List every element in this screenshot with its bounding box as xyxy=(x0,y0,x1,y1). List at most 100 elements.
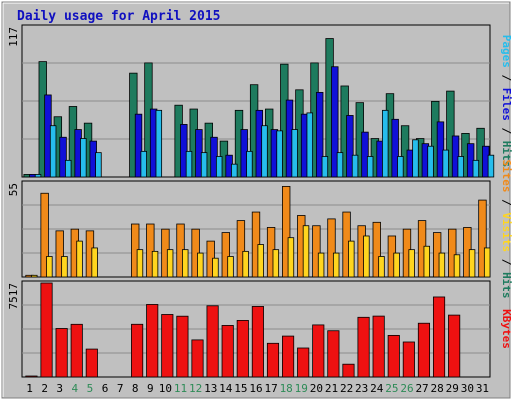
hits-bar-pages xyxy=(336,152,344,178)
hits-bar-pages xyxy=(80,138,87,178)
kbytes-bar-kbytes xyxy=(85,348,98,378)
kbytes-bar-kbytes xyxy=(282,335,295,378)
kbytes-bar-kbytes xyxy=(191,339,204,378)
kbytes-bar-kbytes xyxy=(297,347,310,378)
visits-bar-sites xyxy=(287,237,295,278)
hits-bar-pages xyxy=(246,150,253,178)
kbytes-bar-kbytes xyxy=(161,314,174,378)
kbytes-bar-kbytes xyxy=(40,282,53,378)
day-label: 29 xyxy=(446,382,459,395)
day-label: 13 xyxy=(204,382,217,395)
visits-bar-sites xyxy=(197,252,204,278)
visits-bar-sites xyxy=(363,235,370,278)
visits-bar-visits xyxy=(327,218,336,278)
hits-series-pages xyxy=(34,109,495,178)
hits-bar-pages xyxy=(155,109,163,178)
hits-bar-files xyxy=(346,115,354,178)
kbytes-bar-kbytes xyxy=(327,330,340,378)
hits-bar-pages xyxy=(276,130,283,178)
hits-bar-pages xyxy=(397,156,404,178)
panel-visits: 55 Sites / Visits / Hits xyxy=(7,159,512,298)
hits-bar-pages xyxy=(472,159,480,178)
kbytes-bar-kbytes xyxy=(357,316,370,378)
x-axis-day-labels: 1 2 3 4 5 6 7 8 9 10 11 12 13 14 15 16 17 18 19 20 21 22 23 24 2… xyxy=(26,382,489,395)
visits-bar-sites xyxy=(136,249,144,278)
visits-bar-visits xyxy=(55,230,64,278)
visits-bar-sites xyxy=(166,249,174,278)
day-label: 14 xyxy=(219,382,233,395)
day-label: 16 xyxy=(249,382,262,395)
day-label: 4 xyxy=(72,382,79,395)
axis-label-part: Hits xyxy=(500,141,512,168)
day-label: 17 xyxy=(264,382,277,395)
hits-axis-label: Pages / Files / Hits xyxy=(500,35,512,168)
day-label: 15 xyxy=(234,382,247,395)
chart-panels: 117 Pages / Files / Hits 55 Sites / Visits … xyxy=(7,24,512,378)
axis-label-part: Files xyxy=(500,88,512,121)
visits-bar-sites xyxy=(257,244,264,278)
day-label: 25 xyxy=(385,382,398,395)
visits-bar-visits xyxy=(448,228,457,278)
hits-bar-pages xyxy=(366,156,374,178)
visits-series-sites xyxy=(31,225,491,278)
axis-label-separator: / xyxy=(500,121,512,141)
chart-title: Daily usage for April 2015 xyxy=(17,9,221,24)
visits-bar-visits xyxy=(282,186,291,278)
visits-bar-visits xyxy=(146,223,155,278)
day-label: 7 xyxy=(117,382,124,395)
kbytes-bar-kbytes xyxy=(312,324,325,378)
kbytes-axis-label: KBytes xyxy=(500,309,512,349)
visits-bar-sites xyxy=(408,249,415,278)
panel-hits: 117 Pages / Files / Hits xyxy=(7,24,512,178)
visits-bar-sites xyxy=(468,249,476,278)
kbytes-max-label: 7517 xyxy=(7,283,20,310)
hits-bar-pages xyxy=(65,159,72,178)
hits-bar-pages xyxy=(321,156,329,178)
day-label: 3 xyxy=(56,382,63,395)
hits-bar-pages xyxy=(306,112,314,178)
kbytes-bar-kbytes xyxy=(448,314,461,378)
visits-bar-visits xyxy=(236,220,246,278)
day-label: 8 xyxy=(132,382,139,395)
hits-bar-files xyxy=(59,136,67,178)
hits-bar-pages xyxy=(487,154,495,178)
kbytes-bar-kbytes xyxy=(146,304,159,378)
visits-bar-visits xyxy=(478,199,487,278)
day-label: 19 xyxy=(295,382,308,395)
visits-bar-sites xyxy=(151,250,159,278)
visits-bar-sites xyxy=(438,252,446,278)
day-label: 6 xyxy=(102,382,109,395)
visits-bar-sites xyxy=(212,257,219,278)
hits-bar-files xyxy=(315,91,324,178)
panel-kbytes: 7517 KBytes xyxy=(7,280,512,378)
day-label: 27 xyxy=(415,382,428,395)
hits-bar-pages xyxy=(231,163,238,178)
hits-bar-pages xyxy=(200,152,208,178)
visits-bar-visits xyxy=(221,232,230,278)
axis-label-separator: / xyxy=(500,193,512,213)
hits-bar-pages xyxy=(49,125,57,178)
day-label: 9 xyxy=(147,382,154,395)
day-label: 22 xyxy=(340,382,353,395)
hits-bar-files xyxy=(391,118,399,178)
visits-bar-sites xyxy=(453,254,461,278)
visits-bar-sites xyxy=(91,247,98,278)
day-label: 30 xyxy=(461,382,474,395)
kbytes-series-kbytes xyxy=(25,282,461,378)
day-label: 21 xyxy=(325,382,338,395)
visits-bar-sites xyxy=(31,274,38,278)
day-label: 20 xyxy=(310,382,323,395)
day-label: 11 xyxy=(174,382,187,395)
hits-bar-pages xyxy=(95,152,102,178)
hits-bar-pages xyxy=(34,174,42,178)
visits-bar-sites xyxy=(76,240,83,278)
day-label: 26 xyxy=(400,382,413,395)
day-label: 10 xyxy=(159,382,172,395)
visits-max-label: 55 xyxy=(7,183,20,196)
hits-max-label: 117 xyxy=(7,27,20,47)
kbytes-bar-kbytes xyxy=(25,375,38,378)
hits-bar-pages xyxy=(215,156,223,178)
visits-bar-sites xyxy=(483,247,491,278)
kbytes-bar-kbytes xyxy=(206,305,219,378)
